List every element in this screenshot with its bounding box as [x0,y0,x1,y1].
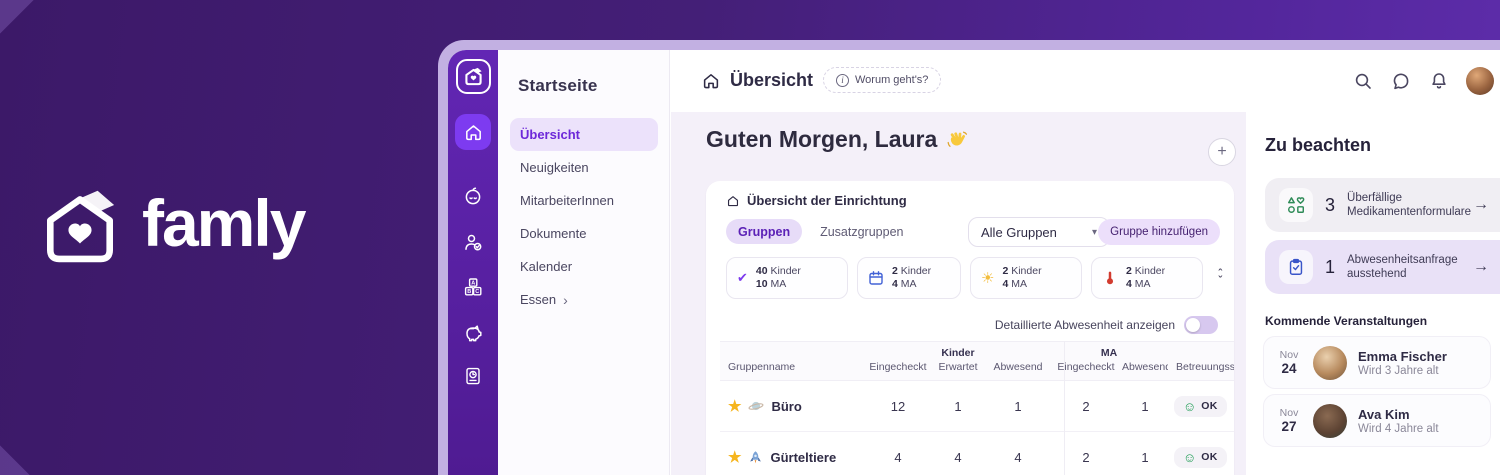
rail-staff-icon[interactable] [455,224,491,260]
caret-down-icon: ▾ [1091,226,1097,238]
sun-icon: ☀ [981,269,995,287]
notice-medication-forms[interactable]: 3 Überfällige Medikamentenformulare → [1265,178,1500,232]
table-header: Kinder MA Gruppenname Eingecheckt Erwart… [720,341,1234,381]
add-group-button[interactable]: Gruppe hinzufügen [1098,219,1220,245]
corner-accent [0,428,47,475]
stat-expected[interactable]: 2 Kinder 4 MA [857,257,961,299]
sidebar-title: Startseite [518,76,598,95]
planet-emoji [748,401,764,411]
card-title: Übersicht der Einrichtung [726,193,907,208]
calendar-icon [869,271,883,285]
col-abwesend: Abwesend [993,361,1043,373]
rail-home-icon[interactable] [455,114,491,150]
sidebar-item-uebersicht[interactable]: Übersicht [510,118,658,151]
group-header-kinder: Kinder [941,347,975,359]
home-icon [703,73,719,88]
app-window: A B C [448,50,1500,475]
col-ma-abwesend: Abwesend [1122,361,1168,373]
smiley-icon: ☺ [1183,449,1197,465]
rail-reports-icon[interactable] [455,358,491,394]
famly-wordmark: famly [142,186,306,260]
header-actions [1352,67,1494,95]
group-filter-select[interactable]: Alle Gruppen ▾ [968,217,1110,247]
detailed-absence-toggle[interactable] [1184,316,1218,334]
facility-overview-card: Übersicht der Einrichtung Gruppen Zusatz… [706,181,1234,475]
add-widget-button[interactable]: + [1208,138,1236,166]
attendance-stats: ✔ 40 Kinder 10 MA 2 Kinder 4 MA [726,257,1222,299]
toggle-knob [1186,318,1200,332]
famly-logo: famly [36,183,306,271]
rail-learning-blocks-icon[interactable]: A B C [455,269,491,305]
col-betreuungsschluessel: Betreuungsschlüssel [1176,361,1234,373]
sidebar-item-mitarbeiterinnen[interactable]: MitarbeiterInnen [520,193,614,208]
events-title: Kommende Veranstaltungen [1265,314,1428,328]
waving-hand-emoji [947,131,968,147]
rail-children-icon[interactable] [455,178,491,214]
ratio-status-badge: ☺ OK [1174,446,1227,468]
col-gruppenname: Gruppenname [728,361,796,373]
col-erwartet: Erwartet [938,361,978,373]
child-avatar [1313,403,1347,438]
info-icon: i [836,73,849,87]
stat-sick[interactable]: 2 Kinder 4 MA [1091,257,1203,299]
groups-table: Kinder MA Gruppenname Eingecheckt Erwart… [720,341,1234,475]
famly-house-icon [47,190,115,263]
tab-gruppen[interactable]: Gruppen [726,219,803,244]
search-icon[interactable] [1352,70,1374,92]
sidebar-menu: Übersicht Neuigkeiten MitarbeiterInnen D… [510,118,658,316]
svg-text:A: A [471,281,475,287]
aside-title: Zu beachten [1265,135,1372,155]
help-button[interactable]: i Worum geht's? [823,67,942,93]
event-birthday-emma[interactable]: Nov 24 Emma Fischer Wird 3 Jahre alt [1263,336,1491,389]
thermometer-icon [1106,271,1114,285]
icon-rail: A B C [448,50,498,475]
clipboard-check-icon [1289,258,1303,275]
sidebar-item-kalender[interactable]: Kalender [520,259,573,274]
sidebar-item-essen[interactable]: Essen › [520,291,568,308]
col-kinder-eingecheckt: Eingecheckt [869,361,927,373]
col-ma-eingecheckt: Eingecheckt [1057,361,1115,373]
notice-absence-request[interactable]: 1 Abwesenheitsanfrage ausstehend → [1265,240,1500,294]
event-birthday-ava[interactable]: Nov 27 Ava Kim Wird 4 Jahre alt [1263,394,1491,447]
tab-zusatzgruppen[interactable]: Zusatzgruppen [820,224,904,239]
chevron-right-icon: › [563,291,568,308]
rocket-emoji [750,450,762,463]
checkmark-icon: ✔ [737,270,748,285]
arrow-right-icon: → [1473,258,1489,275]
shapes-icon [1288,197,1305,213]
stat-vacation[interactable]: ☀ 2 Kinder 4 MA [970,257,1082,299]
table-row-guerteltiere[interactable]: ★ Gürteltiere 4 4 4 2 1 [720,432,1234,475]
svg-text:C: C [475,289,479,295]
home-icon [727,195,739,206]
notifications-bell-icon[interactable] [1428,70,1450,92]
column-group-divider [1064,341,1065,475]
toggle-label: Detaillierte Abwesenheit anzeigen [994,318,1175,332]
ratio-status-badge: ☺ OK [1174,395,1227,417]
smiley-icon: ☺ [1183,398,1197,414]
greeting-heading: Guten Morgen, Laura [706,126,969,153]
svg-text:B: B [467,289,471,295]
favorite-star-icon[interactable]: ★ [728,448,742,466]
group-tabs: Gruppen Zusatzgruppen [726,219,915,244]
sidebar-item-dokumente[interactable]: Dokumente [520,226,587,241]
child-avatar [1313,345,1347,380]
famly-app-icon[interactable] [456,59,491,94]
collapse-stats-control[interactable]: ˆ ˇ [1218,268,1222,287]
detailed-absence-toggle-row: Detaillierte Abwesenheit anzeigen [995,316,1218,334]
corner-accent [0,0,49,49]
chat-icon[interactable] [1390,70,1412,92]
sidebar-item-neuigkeiten[interactable]: Neuigkeiten [520,160,589,175]
rail-finance-piggy-icon[interactable] [455,314,491,350]
secondary-sidebar: Startseite Übersicht Neuigkeiten Mitarbe… [498,50,670,475]
stat-checked-in[interactable]: ✔ 40 Kinder 10 MA [726,257,848,299]
page-title: Übersicht [701,70,813,91]
sort-up-icon: ˆ [1218,268,1222,280]
favorite-star-icon[interactable]: ★ [728,397,742,415]
group-header-ma: MA [1100,347,1118,359]
sort-down-icon: ˇ [1218,275,1222,287]
table-row-buero[interactable]: ★ Büro 12 1 1 2 1 ☺ [720,381,1234,432]
user-avatar[interactable] [1466,67,1494,95]
arrow-right-icon: → [1473,196,1489,213]
